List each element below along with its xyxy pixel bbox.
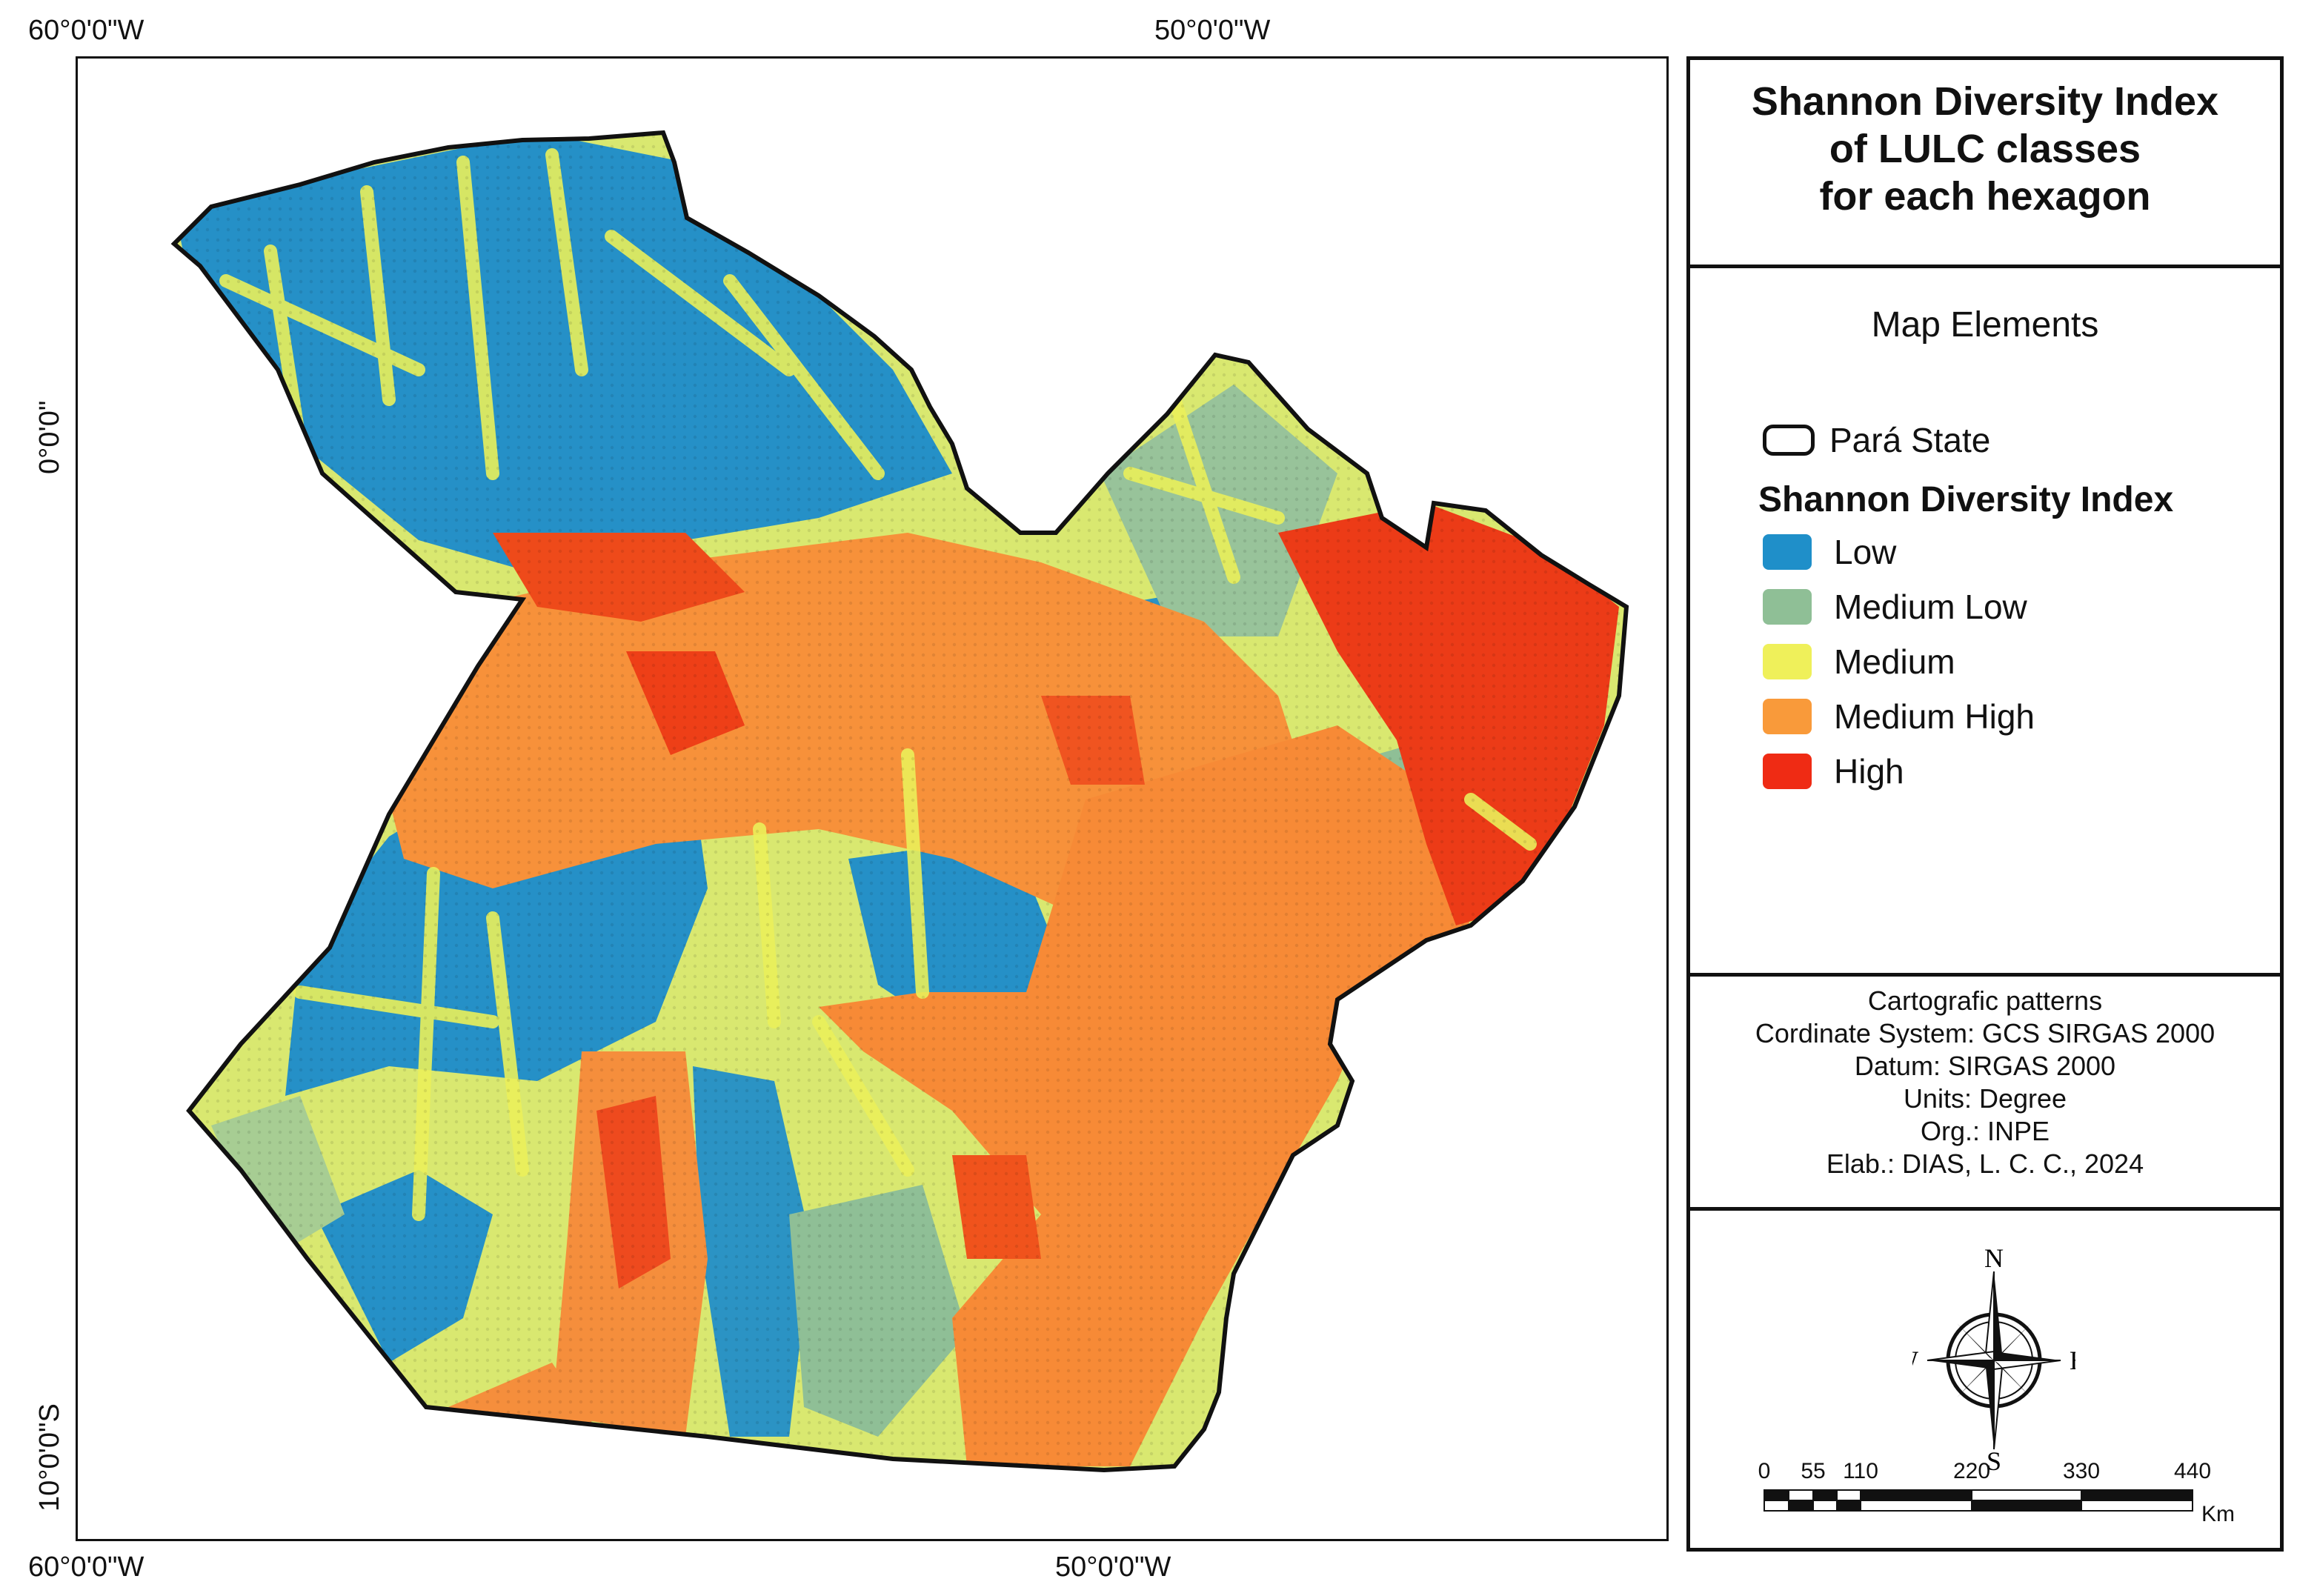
coord-bottom-left: 60°0'0"W [28, 1552, 144, 1583]
swatch-medium [1763, 644, 1812, 679]
swatch-medium-high [1763, 699, 1812, 734]
compass-w-label: W [1912, 1346, 1918, 1375]
legend-item-medium-low: Medium Low [1763, 589, 2027, 625]
legend-item-medium-high: Medium High [1763, 699, 2035, 734]
legend-boundary: Pará State [1763, 423, 1990, 457]
map-elements-heading: Map Elements [1871, 305, 2099, 345]
carto-units: Units: Degree [1903, 1083, 2067, 1114]
scale-tick-110: 110 [1843, 1459, 1878, 1483]
compass-ne-point [1994, 1323, 2031, 1360]
compass-nw-point [1957, 1323, 1994, 1360]
legend-panel: Shannon Diversity Index of LULC classes … [1686, 56, 2284, 1552]
boundary-label: Pará State [1829, 421, 1991, 459]
cartographic-info: Cartografic patterns Cordinate System: G… [1690, 985, 2280, 1180]
coord-bottom-center: 50°0'0"W [1055, 1552, 1171, 1583]
legend-item-low: Low [1763, 534, 1896, 570]
scale-tick-220: 220 [1953, 1459, 1990, 1483]
carto-elab: Elab.: DIAS, L. C. C., 2024 [1826, 1148, 2144, 1179]
scale-tick-55: 55 [1801, 1459, 1825, 1483]
map-canvas [78, 59, 1669, 1541]
swatch-medium-low [1763, 589, 1812, 625]
title-line-2: of LULC classes [1829, 127, 2141, 171]
compass-west-point [1927, 1360, 1994, 1369]
swatch-high [1763, 754, 1812, 789]
coord-left-upper: 0°0'0" [34, 400, 65, 474]
compass-east-point-light [1993, 1360, 2061, 1371]
compass-east-point [1994, 1351, 2061, 1360]
compass-north-point [1994, 1271, 2003, 1360]
scale-tick-440: 440 [2174, 1459, 2211, 1483]
coord-top-left: 60°0'0"W [28, 15, 144, 46]
compass-e-label: E [2070, 1346, 2075, 1375]
title-line-1: Shannon Diversity Index [1751, 79, 2219, 124]
legend-label-medium-high: Medium High [1834, 697, 2035, 736]
index-heading: Shannon Diversity Index [1758, 480, 2174, 519]
divider [1690, 973, 2280, 977]
compass-west-point-light [1927, 1350, 1995, 1361]
carto-heading: Cartografic patterns [1867, 985, 2103, 1016]
scale-unit: Km [2201, 1502, 2235, 1526]
north-arrow-compass: N S E W [1912, 1249, 2075, 1472]
divider [1690, 1207, 2280, 1211]
carto-coordinate-system: Cordinate System: GCS SIRGAS 2000 [1755, 1018, 2215, 1048]
map-frame[interactable] [76, 56, 1669, 1541]
compass-n-label: N [1984, 1249, 2004, 1273]
carto-org: Org.: INPE [1920, 1116, 2050, 1146]
coord-top-center: 50°0'0"W [1154, 15, 1271, 46]
compass-sw-point [1957, 1360, 1994, 1397]
scale-segments [1764, 1489, 2193, 1512]
carto-datum: Datum: SIRGAS 2000 [1854, 1051, 2116, 1081]
scale-bar: 0 55 110 220 330 440 Km [1758, 1459, 2235, 1526]
swatch-low [1763, 534, 1812, 570]
divider [1690, 265, 2280, 268]
boundary-swatch [1763, 425, 1815, 456]
legend-item-medium: Medium [1763, 644, 1955, 679]
compass-s-label: S [1987, 1446, 2001, 1472]
scale-tick-0: 0 [1758, 1459, 1771, 1483]
legend-label-high: High [1834, 752, 1904, 791]
title-line-3: for each hexagon [1819, 174, 2151, 219]
legend-label-medium-low: Medium Low [1834, 588, 2027, 626]
legend-label-medium: Medium [1834, 642, 1955, 681]
scale-tick-330: 330 [2063, 1459, 2100, 1483]
legend-label-low: Low [1834, 533, 1897, 571]
coord-left-lower: 10°0'0"S [34, 1403, 65, 1512]
compass-south-point [1985, 1360, 1994, 1449]
diversity-surface [174, 133, 1626, 1470]
legend-item-high: High [1763, 754, 1904, 789]
compass-se-point [1994, 1360, 2031, 1397]
panel-title: Shannon Diversity Index of LULC classes … [1690, 78, 2280, 220]
